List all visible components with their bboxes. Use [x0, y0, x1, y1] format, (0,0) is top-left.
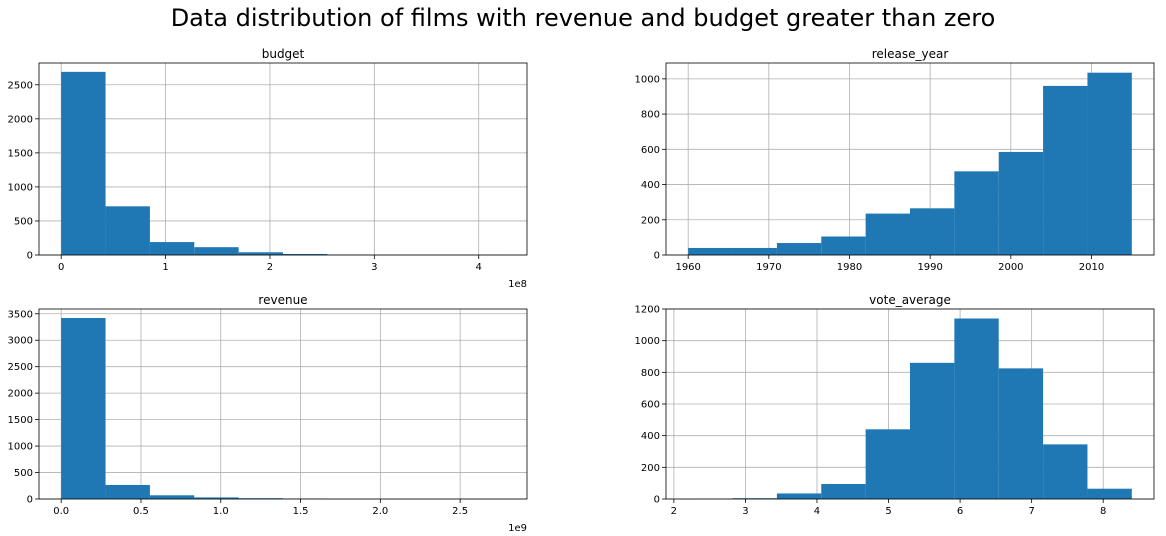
y-tick-label: 400 — [641, 180, 660, 191]
y-tick-label: 500 — [14, 468, 33, 479]
histogram-bar — [998, 151, 1044, 255]
histogram-bar — [1087, 72, 1132, 255]
grid — [39, 309, 527, 500]
histogram-release-year: 1960 1970 1980 1990 2000 2010 0 200 400 600 800 100… — [635, 47, 1155, 273]
histogram-bar — [194, 497, 239, 499]
histogram-bar — [149, 242, 195, 255]
y-tick-label: 2500 — [8, 362, 33, 373]
subplot-title: release_year — [872, 47, 949, 61]
x-tick-label: 2000 — [998, 262, 1023, 273]
x-tick-label: 2010 — [1079, 262, 1104, 273]
y-tick-label: 1000 — [635, 74, 660, 85]
x-tick-label: 0 — [58, 262, 64, 273]
y-tick-label: 200 — [641, 463, 660, 474]
histogram-bar — [821, 236, 866, 255]
y-tick-label: 1500 — [8, 148, 33, 159]
histogram-bar — [105, 484, 150, 499]
y-tick-label: 0 — [654, 495, 660, 506]
x-tick-label: 3 — [371, 262, 377, 273]
subplot-title: budget — [262, 47, 305, 61]
axes-frame — [38, 308, 528, 500]
y-tick-label: 3500 — [8, 309, 33, 320]
histogram-bar — [1043, 444, 1088, 499]
histogram-bar — [688, 247, 733, 255]
x-tick-label: 8 — [1100, 506, 1106, 517]
histogram-bar — [194, 247, 239, 255]
x-tick-label: 2.0 — [372, 506, 388, 517]
y-tick-label: 500 — [14, 216, 33, 227]
y-tick-label: 400 — [641, 431, 660, 442]
histogram-bar — [954, 318, 999, 499]
histogram-bar — [910, 208, 955, 255]
axes-frame — [665, 62, 1155, 256]
x-tick-label: 2.5 — [452, 506, 468, 517]
y-tick-label: 1200 — [635, 305, 660, 316]
x-offset-label: 1e9 — [508, 523, 527, 534]
y-tick-label: 2500 — [8, 80, 33, 91]
x-tick-label: 6 — [957, 506, 963, 517]
x-tick-label: 1.0 — [213, 506, 229, 517]
x-tick-label: 5 — [885, 506, 891, 517]
histogram-bar — [283, 253, 328, 255]
histogram-bar — [1043, 85, 1088, 255]
histogram-bar — [1087, 488, 1132, 499]
histogram-budget: 0 1 2 3 4 0 500 1000 1500 2000 2500 budget 1e8 — [8, 47, 528, 290]
x-tick-label: 4 — [814, 506, 820, 517]
x-tick-label: 0.5 — [133, 506, 149, 517]
bars — [688, 318, 1132, 499]
histogram-bar — [865, 213, 910, 255]
x-tick-label: 1960 — [675, 262, 700, 273]
subplot-title: vote_average — [869, 293, 951, 307]
histogram-bar — [61, 317, 106, 499]
y-tick-label: 3000 — [8, 336, 33, 347]
bars — [688, 72, 1132, 255]
histogram-bar — [821, 483, 866, 499]
x-tick-label: 1 — [162, 262, 168, 273]
histogram-bar — [105, 206, 150, 255]
x-tick-label: 1.5 — [293, 506, 309, 517]
bars — [61, 317, 505, 499]
histogram-bar — [238, 252, 283, 255]
bars — [61, 71, 505, 255]
y-tick-label: 0 — [27, 251, 33, 262]
y-tick-label: 200 — [641, 215, 660, 226]
x-tick-label: 1980 — [837, 262, 862, 273]
histogram-bar — [910, 362, 955, 499]
x-tick-label: 7 — [1028, 506, 1034, 517]
y-tick-label: 0 — [27, 495, 33, 506]
histogram-bar — [776, 243, 822, 255]
x-tick-label: 2 — [671, 506, 677, 517]
x-tick-label: 2 — [267, 262, 273, 273]
histogram-revenue: 0.0 0.5 1.0 1.5 2.0 2.5 0 500 1000 1500 2000 2500 30… — [8, 293, 528, 534]
histogram-bar — [954, 171, 999, 255]
y-tick-label: 600 — [641, 400, 660, 411]
axes-frame — [38, 62, 528, 256]
histogram-bar — [776, 493, 822, 499]
x-tick-label: 0.0 — [53, 506, 69, 517]
y-tick-label: 600 — [641, 145, 660, 156]
y-tick-label: 1500 — [8, 415, 33, 426]
y-tick-label: 800 — [641, 110, 660, 121]
x-offset-label: 1e8 — [508, 279, 527, 290]
x-tick-label: 1970 — [756, 262, 781, 273]
histogram-bar — [998, 368, 1044, 499]
figure-title: Data distribution of films with revenue … — [170, 4, 996, 32]
histogram-bar — [149, 495, 195, 499]
histogram-bar — [865, 429, 910, 499]
y-tick-label: 0 — [654, 251, 660, 262]
x-tick-label: 3 — [742, 506, 748, 517]
y-tick-label: 2000 — [8, 114, 33, 125]
histogram-vote-average: 2 3 4 5 6 7 8 0 200 400 600 800 1000 1200 vote_average — [635, 293, 1155, 517]
histogram-bar — [61, 71, 106, 255]
y-tick-label: 800 — [641, 368, 660, 379]
y-tick-label: 2000 — [8, 389, 33, 400]
histogram-bar — [732, 247, 777, 255]
x-tick-label: 1990 — [917, 262, 942, 273]
y-tick-label: 1000 — [8, 182, 33, 193]
y-tick-label: 1000 — [635, 336, 660, 347]
y-tick-label: 1000 — [8, 442, 33, 453]
subplot-title: revenue — [258, 293, 307, 307]
x-tick-label: 4 — [476, 262, 482, 273]
